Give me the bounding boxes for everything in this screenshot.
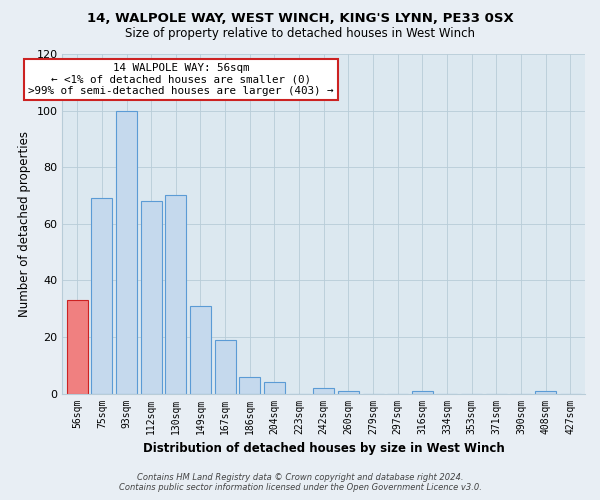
Bar [239,376,260,394]
Bar [91,198,112,394]
X-axis label: Distribution of detached houses by size in West Winch: Distribution of detached houses by size … [143,442,505,455]
Text: Size of property relative to detached houses in West Winch: Size of property relative to detached ho… [125,28,475,40]
Bar [116,110,137,394]
Bar [338,390,359,394]
Bar [215,340,236,394]
Bar [264,382,285,394]
Bar [412,390,433,394]
Text: 14, WALPOLE WAY, WEST WINCH, KING'S LYNN, PE33 0SX: 14, WALPOLE WAY, WEST WINCH, KING'S LYNN… [86,12,514,26]
Text: 14 WALPOLE WAY: 56sqm
← <1% of detached houses are smaller (0)
>99% of semi-deta: 14 WALPOLE WAY: 56sqm ← <1% of detached … [28,63,334,96]
Bar [141,201,161,394]
Bar [190,306,211,394]
Bar [67,300,88,394]
Y-axis label: Number of detached properties: Number of detached properties [18,131,31,317]
Bar [313,388,334,394]
Bar [166,196,187,394]
Text: Contains HM Land Registry data © Crown copyright and database right 2024.
Contai: Contains HM Land Registry data © Crown c… [119,473,481,492]
Bar [535,390,556,394]
